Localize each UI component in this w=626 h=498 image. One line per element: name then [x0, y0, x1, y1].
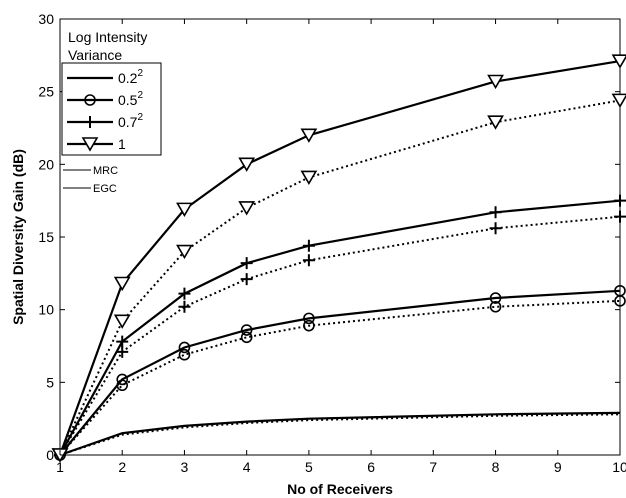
y-tick-label: 30: [38, 11, 54, 27]
series-mrc-0: [59, 411, 621, 457]
triangle-marker: [176, 244, 193, 260]
legend-label-superscript: 2: [137, 90, 143, 101]
style-legend-item-0: MRC: [63, 165, 118, 177]
y-tick-label: 25: [38, 84, 54, 100]
series-line: [59, 289, 621, 456]
triangle-marker: [81, 137, 99, 152]
triangle-marker: [487, 115, 504, 130]
plus-marker: [240, 257, 253, 270]
x-tick-label: 1: [56, 459, 64, 475]
legend-label: 0.52: [118, 90, 143, 108]
legend-items: 0.22 0.52 0.72 1: [67, 68, 143, 152]
plus-marker: [116, 345, 129, 358]
series-line: [59, 411, 621, 457]
series-mrc-6: [51, 54, 626, 463]
triangle-marker: [300, 170, 318, 186]
legend-box: [61, 62, 162, 156]
legend-label: 1: [118, 136, 126, 152]
x-tick-label: 10: [612, 459, 626, 475]
legend-label-superscript: 2: [137, 68, 143, 79]
circle-marker: [489, 292, 502, 304]
circle-marker: [614, 295, 626, 307]
circle-marker: [178, 341, 191, 354]
series-egc-1: [59, 413, 621, 456]
y-tick-label: 20: [38, 156, 54, 172]
series-layer: [51, 54, 626, 463]
line-style-legend: MRC EGC: [63, 165, 118, 195]
legend-title-line-1: Log Intensity: [68, 29, 147, 45]
circle-marker: [303, 312, 315, 325]
x-tick-label: 8: [492, 459, 500, 475]
triangle-marker: [487, 74, 504, 90]
style-legend-label: EGC: [93, 183, 117, 195]
circle-marker: [240, 324, 253, 336]
triangle-marker: [238, 201, 256, 216]
plus-marker: [302, 239, 315, 252]
legend-item-2: 0.72: [67, 112, 143, 130]
ticks-layer: 1 2 3 4 5 6 7 8 9 10 0 5 10 15 20 25 30: [38, 11, 626, 475]
circle-marker: [303, 319, 315, 332]
y-tick-label: 0: [46, 447, 54, 463]
legend-label: 0.72: [118, 112, 143, 130]
triangle-marker: [113, 314, 131, 329]
plus-marker: [489, 206, 502, 219]
y-axis-title: Spatial Diversity Gain (dB): [10, 149, 26, 325]
plus-marker: [614, 210, 626, 223]
plus-marker: [178, 300, 191, 313]
triangle-marker: [611, 54, 626, 69]
circle-marker: [84, 94, 96, 106]
plus-marker: [84, 116, 96, 128]
plus-marker: [178, 287, 191, 300]
legend-item-3: 1: [67, 136, 126, 152]
x-tick-label: 7: [429, 459, 437, 475]
style-legend-label: MRC: [93, 165, 118, 177]
circle-marker: [178, 348, 191, 361]
series-line: [59, 413, 621, 456]
y-tick-label: 10: [38, 302, 54, 318]
series-egc-5: [54, 210, 626, 461]
x-tick-label: 4: [243, 459, 251, 475]
legend-item-0: 0.22: [67, 68, 143, 86]
x-tick-label: 5: [305, 459, 313, 475]
triangle-marker: [238, 157, 256, 172]
legend-label: 0.22: [118, 68, 143, 86]
plus-marker: [240, 273, 253, 286]
legend: Log Intensity Variance 0.22 0.52 0.72 1 MRC…: [61, 29, 162, 195]
y-tick-label: 15: [38, 229, 54, 245]
triangle-marker: [113, 276, 131, 292]
x-tick-label: 3: [181, 459, 189, 475]
legend-title-line-2: Variance: [68, 47, 122, 63]
triangle-marker: [176, 202, 193, 217]
plus-marker: [116, 335, 129, 348]
x-axis-title: No of Receivers: [287, 481, 393, 497]
style-legend-item-1: EGC: [63, 183, 117, 195]
plus-marker: [489, 222, 502, 235]
y-tick-label: 5: [46, 374, 54, 390]
legend-item-1: 0.52: [67, 90, 143, 108]
series-mrc-2: [54, 284, 626, 461]
triangle-marker: [611, 93, 626, 108]
series-mrc-4: [54, 194, 626, 461]
circle-marker: [240, 331, 253, 344]
triangle-marker: [300, 128, 318, 143]
legend-label-superscript: 2: [137, 112, 143, 123]
plus-marker: [614, 194, 626, 207]
x-tick-label: 2: [118, 459, 126, 475]
circle-marker: [489, 300, 502, 313]
plus-marker: [302, 254, 315, 267]
x-tick-label: 6: [367, 459, 375, 475]
x-tick-label: 9: [554, 459, 562, 475]
circle-marker: [116, 373, 129, 386]
circle-marker: [116, 379, 129, 392]
